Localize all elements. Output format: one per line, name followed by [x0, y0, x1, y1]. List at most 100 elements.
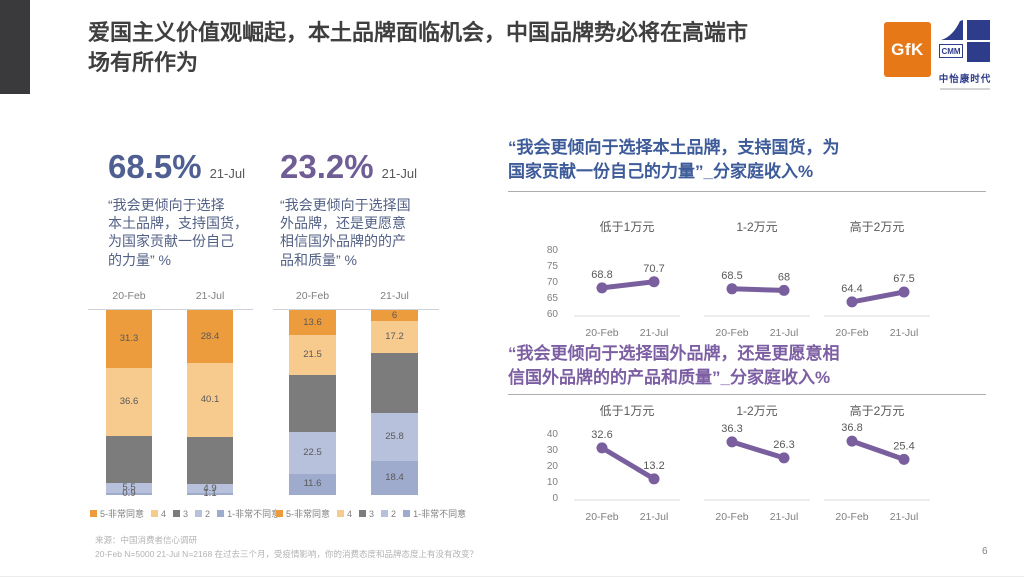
- x-axis-label: 20-Feb: [715, 511, 749, 523]
- source-line: 来源：中国消费者信心调研: [95, 535, 198, 545]
- column-label: 21-Jul: [380, 290, 409, 302]
- income-group-label: 1-2万元: [736, 220, 778, 234]
- bar-segment: 13.6: [289, 310, 336, 336]
- legend-item: 1-非常不同意: [403, 507, 466, 520]
- bar-segment: 28.4: [187, 310, 233, 363]
- x-axis-label: 20-Feb: [715, 327, 749, 339]
- line-chart-svg: 36.8 25.4: [824, 422, 930, 501]
- axis-line: [273, 309, 439, 310]
- segment-value-label: 13.6: [303, 316, 322, 328]
- legend-item: 3: [359, 509, 374, 519]
- legend-swatch: [381, 510, 389, 517]
- legend-label: 2: [391, 508, 397, 519]
- bar-segment: 36.6: [106, 367, 152, 436]
- x-axis-labels: 20-Feb 21-Jul: [822, 509, 932, 523]
- cmm-logo-name: 中怡康时代: [938, 74, 992, 85]
- segment-value-label: 5.5: [122, 482, 136, 494]
- slide-title: 爱国主义价值观崛起，本土品牌面临机会，中国品牌势必将在高端市 场有所作为: [88, 20, 749, 75]
- segment-value-label: 21.5: [303, 349, 322, 361]
- bar-segment: [106, 435, 152, 484]
- legend-item: 4: [337, 509, 352, 519]
- y-tick-label: 40: [546, 429, 558, 440]
- x-axis-label: 21-Jul: [769, 511, 799, 523]
- x-axis-label: 20-Feb: [835, 511, 869, 523]
- stacked-bar-chart-domestic: 20-Feb 31.3 36.6 5.5 0.9 21-Jul 28.4 40.1 4.9 1.1: [88, 288, 253, 513]
- stat-value: 23.2%: [280, 148, 374, 185]
- x-axis-label: 20-Feb: [585, 511, 619, 523]
- trend-line: [729, 286, 787, 293]
- trend-line: [849, 289, 907, 305]
- y-tick-label: 75: [546, 261, 558, 272]
- stat-period: 21-Jul: [209, 166, 245, 181]
- value-label: 13.2: [643, 460, 664, 472]
- segment-value-label: 18.4: [385, 472, 404, 484]
- legend-swatch: [151, 510, 159, 517]
- source-line: 20-Feb N=5000 21-Jul N=2168 在过去三个月，受疫情影响…: [95, 548, 479, 559]
- section-title-foreign-by-income: “我会更倾向于选择国外品牌，还是更愿意相 信国外品牌的的产品和质量”_分家庭收入…: [508, 342, 986, 395]
- column-label: 21-Jul: [195, 290, 225, 302]
- stat-block-foreign: 23.2% 21-Jul “我会更倾向于选择国 外品牌，还是更愿意 相信国外品牌…: [280, 148, 460, 269]
- trend-line: [729, 439, 787, 461]
- y-tick-label: 20: [546, 461, 558, 472]
- value-label: 26.3: [773, 439, 794, 451]
- stat-period: 21-Jul: [381, 166, 417, 181]
- segment-value-label: 0.9: [122, 488, 136, 500]
- income-group-label: 低于1万元: [599, 220, 655, 234]
- bar-segment: 18.4: [371, 460, 418, 495]
- line-chart-svg: 68.5 68: [704, 270, 810, 317]
- line-chart: 低于1万元 68.8 70.7 20-Feb 21-Jul: [572, 218, 682, 339]
- axis-line: [88, 309, 253, 310]
- legend-swatch: [173, 510, 181, 517]
- column-label: 20-Feb: [112, 290, 146, 302]
- legend-label: 1-非常不同意: [227, 509, 281, 519]
- trend-line: [599, 279, 657, 291]
- segment-value-label: 17.2: [385, 331, 404, 343]
- legend-label: 4: [347, 508, 353, 519]
- legend-swatch: [337, 510, 345, 517]
- legend-item: 5-非常同意: [276, 507, 330, 520]
- y-axis-labels: 80 75 70 65 60: [540, 218, 558, 328]
- data-point: [778, 452, 790, 464]
- cmm-logo-mark: CMM: [939, 20, 990, 62]
- stacked-bar-20-Feb: 13.6 21.5 22.5 11.6: [289, 310, 336, 495]
- stat-value: 68.5%: [108, 148, 202, 185]
- bar-segment: 22.5: [289, 431, 336, 474]
- x-axis-label: 21-Jul: [639, 511, 669, 523]
- legend-foreign: 5-非常同意 4 3 2 1-非常不同意: [276, 507, 466, 520]
- stat-question: “我会更倾向于选择 本土品牌，支持国货， 为国家贡献一份自己 的力量” %: [108, 197, 248, 268]
- x-axis-labels: 20-Feb 21-Jul: [702, 325, 812, 339]
- bar-segment: 21.5: [289, 335, 336, 375]
- line-chart: 高于2万元 36.8 25.4 20-Feb 21-Jul: [822, 402, 932, 523]
- line-chart: 低于1万元 32.6 13.2 20-Feb 21-Jul: [572, 402, 682, 523]
- x-axis-label: 21-Jul: [889, 327, 919, 339]
- bar-segment: [187, 436, 233, 484]
- legend-label: 2: [205, 508, 211, 519]
- bar-segment: 0.9: [106, 489, 152, 498]
- data-point: [846, 296, 858, 308]
- data-point: [596, 442, 608, 454]
- y-tick-label: 70: [546, 277, 558, 288]
- line-chart: 高于2万元 64.4 67.5 20-Feb 21-Jul: [822, 218, 932, 339]
- segment-value-label: 4.9: [203, 482, 217, 494]
- gfk-logo: GfK: [884, 22, 931, 77]
- corner-accent-bar: [0, 0, 30, 94]
- legend-label: 4: [161, 508, 167, 519]
- x-axis-label: 20-Feb: [585, 327, 619, 339]
- line-chart-svg: 64.4 67.5: [824, 273, 930, 317]
- legend-domestic: 5-非常同意 4 3 2 1-非常不同意: [90, 507, 280, 520]
- data-point: [648, 473, 660, 485]
- bar-segment: 1.1: [187, 489, 233, 498]
- income-group-label: 1-2万元: [736, 404, 778, 418]
- line-chart: 1-2万元 68.5 68 20-Feb 21-Jul: [702, 218, 812, 339]
- line-chart-svg: 32.6 13.2: [574, 429, 680, 501]
- value-label: 70.7: [643, 263, 664, 275]
- legend-label: 5-非常同意: [286, 509, 331, 519]
- data-point: [898, 453, 910, 465]
- x-axis-labels: 20-Feb 21-Jul: [822, 325, 932, 339]
- line-chart-group-foreign: 40 30 20 10 0 低于1万元 32.6 13.2 20-Feb 21-Jul 1-2万元 3…: [510, 402, 990, 523]
- value-label: 68: [778, 271, 790, 283]
- cmm-logo-text: CMM: [941, 47, 960, 56]
- legend-item: 2: [195, 509, 210, 519]
- segment-value-label: 25.8: [385, 431, 404, 443]
- segment-value-label: 6: [391, 309, 398, 321]
